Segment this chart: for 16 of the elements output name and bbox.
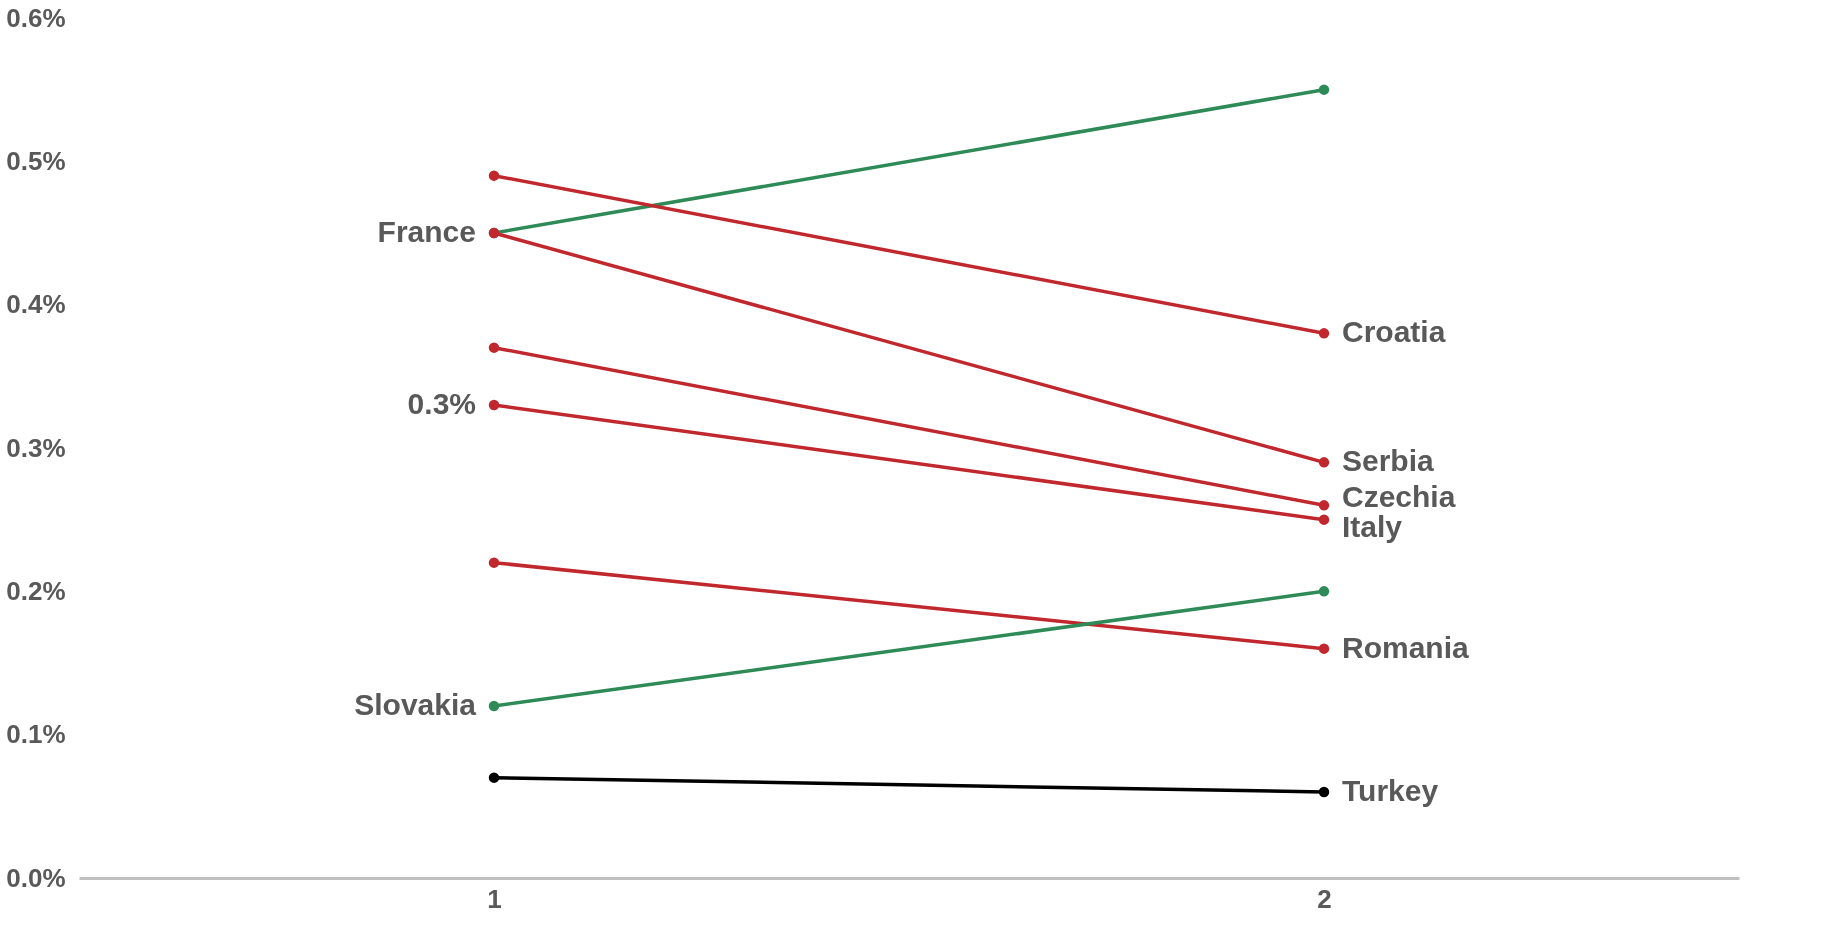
series-label: Slovakia: [354, 688, 477, 721]
x-tick-label: 2: [1317, 883, 1332, 914]
y-tick-label: 0.1%: [6, 719, 66, 750]
series-label: Serbia: [1342, 444, 1435, 478]
y-tick-label: 0.5%: [6, 145, 66, 176]
y-tick-label: 0.3%: [6, 432, 66, 463]
y-tick-label: 0.4%: [6, 289, 66, 320]
series-label: Croatia: [1342, 315, 1446, 349]
y-tick-label: 0.2%: [6, 575, 66, 606]
y-tick-label: 0.0%: [6, 862, 66, 893]
y-tick-label: 0.6%: [6, 2, 66, 33]
x-tick-label: 1: [487, 883, 502, 914]
series-label: Romania: [1342, 630, 1470, 664]
annotation: 0.3%: [407, 387, 476, 420]
series-label: Turkey: [1342, 774, 1439, 807]
series-label: France: [377, 215, 476, 248]
